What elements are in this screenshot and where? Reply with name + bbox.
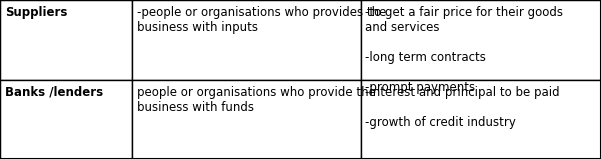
- Text: -to get a fair price for their goods
and services

-long term contracts

-prompt: -to get a fair price for their goods and…: [365, 6, 563, 94]
- Bar: [361, 80, 601, 159]
- Bar: [361, 0, 601, 80]
- Text: -people or organisations who provides the
business with inputs: -people or organisations who provides th…: [137, 6, 386, 34]
- Text: people or organisations who provide the
business with funds: people or organisations who provide the …: [137, 86, 376, 114]
- Bar: [132, 80, 361, 159]
- Bar: [132, 0, 361, 80]
- Bar: [0, 80, 132, 159]
- Text: -interest and principal to be paid

-growth of credit industry: -interest and principal to be paid -grow…: [365, 86, 560, 129]
- Text: Banks /lenders: Banks /lenders: [5, 86, 103, 99]
- Bar: [0, 0, 132, 80]
- Text: Suppliers: Suppliers: [5, 6, 67, 19]
